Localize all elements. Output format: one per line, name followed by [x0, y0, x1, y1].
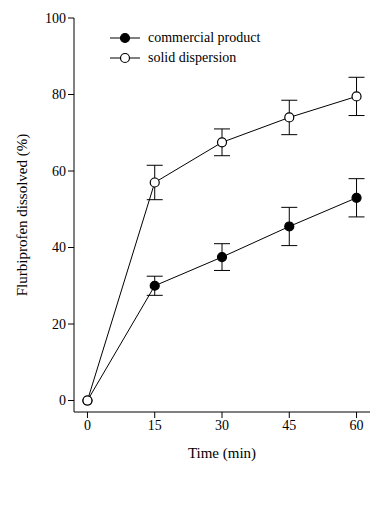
svg-text:30: 30: [215, 418, 229, 433]
html-text:solid dispersion: solid dispersion: [148, 50, 237, 65]
svg-text:0: 0: [84, 418, 91, 433]
svg-text:0: 0: [59, 393, 66, 408]
svg-text:20: 20: [52, 317, 66, 332]
svg-text:45: 45: [282, 418, 296, 433]
svg-text:Time (min): Time (min): [188, 445, 256, 462]
svg-text:100: 100: [45, 11, 66, 26]
svg-text:60: 60: [52, 164, 66, 179]
svg-text:60: 60: [350, 418, 364, 433]
svg-text:40: 40: [52, 240, 66, 255]
svg-text:Flurbiprofen dissolved (%): Flurbiprofen dissolved (%): [14, 134, 31, 296]
svg-text:15: 15: [148, 418, 162, 433]
svg-text:80: 80: [52, 87, 66, 102]
html-text:commercial product: commercial product: [148, 30, 261, 45]
